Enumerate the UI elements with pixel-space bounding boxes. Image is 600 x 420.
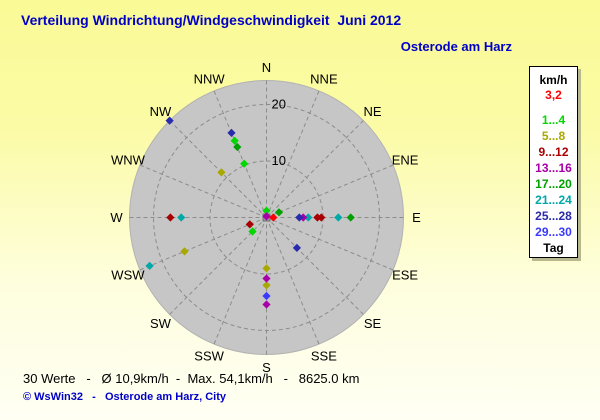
legend-entry: 25...28 (535, 209, 572, 223)
station-name: Osterode am Harz (400, 39, 512, 54)
spoke-gridline (266, 164, 394, 218)
page-title: Verteilung Windrichtung/Windgeschwindigk… (21, 12, 402, 28)
wind-data-point (262, 281, 271, 290)
compass-label-ese: ESE (392, 267, 418, 282)
spoke-gridline (213, 217, 267, 345)
compass-label-ne: NE (364, 104, 382, 119)
legend-entry: 13...16 (535, 161, 572, 175)
spoke-gridline (169, 217, 267, 315)
spoke-gridline (169, 120, 267, 218)
legend-entry: 5...8 (541, 129, 566, 143)
compass-label-sse: SSE (311, 349, 337, 364)
wind-data-point (262, 206, 271, 215)
legend-entry: 29...30 (535, 225, 572, 239)
legend-entry: 17...20 (535, 177, 572, 191)
legend-title: km/h (539, 73, 568, 87)
spoke-gridline (213, 90, 267, 218)
compass-label-w: W (110, 210, 123, 225)
compass-label-n: N (262, 60, 271, 75)
spoke-gridline (139, 217, 267, 271)
compass-label-nnw: NNW (194, 71, 226, 86)
wind-data-point (262, 291, 271, 301)
legend-entry: 21...24 (535, 193, 572, 207)
wind-data-point (262, 274, 271, 283)
compass-label-ssw: SSW (194, 349, 224, 364)
wind-data-point (346, 213, 355, 222)
legend-spacer (530, 103, 577, 112)
wind-data-point (269, 213, 278, 222)
compass-label-ene: ENE (392, 153, 419, 168)
wind-data-point (274, 208, 284, 217)
compass-label-sw: SW (150, 316, 172, 331)
wind-data-point (313, 213, 322, 222)
wind-data-point (262, 264, 271, 273)
spoke-gridline (266, 90, 320, 218)
spoke-gridline (266, 120, 364, 218)
legend-box: km/h 3,2 1...4 5...8 9...12 13...16 17...20 2… (529, 66, 578, 258)
compass-label-nne: NNE (310, 71, 338, 86)
stats-line: 30 Werte - Ø 10,9km/h - Max. 54,1km/h - … (23, 371, 360, 386)
compass-label-s: S (262, 360, 271, 375)
ring-label: 20 (272, 97, 286, 112)
spoke-gridline (139, 164, 267, 218)
compass-label-wsw: WSW (111, 267, 145, 282)
wind-data-point (295, 213, 304, 222)
compass-label-wnw: WNW (111, 153, 146, 168)
compass-label-nw: NW (150, 104, 172, 119)
spoke-gridline (266, 217, 364, 315)
wind-data-point (334, 213, 343, 222)
spoke-gridline (266, 217, 394, 271)
legend-tag-label: Tag (543, 241, 564, 255)
wind-data-point (292, 243, 302, 253)
legend-entries: 1...4 5...8 9...12 13...16 17...20 21...24 25.… (530, 112, 577, 240)
compass-label-e: E (412, 210, 421, 225)
legend-entry: 1...4 (541, 113, 566, 127)
wind-data-point (262, 212, 271, 221)
spoke-gridline (266, 217, 320, 345)
compass-label-se: SE (364, 316, 382, 331)
legend-entry: 9...12 (538, 145, 569, 159)
wind-data-point (304, 213, 313, 222)
legend-current-value: 3,2 (545, 88, 562, 102)
ring-label: 10 (272, 153, 286, 168)
wind-data-point (145, 261, 154, 271)
ring-gridline (153, 104, 380, 331)
copyright-line: © WsWin32 - Osterode am Harz, City (23, 391, 226, 403)
wind-data-point (262, 300, 271, 309)
